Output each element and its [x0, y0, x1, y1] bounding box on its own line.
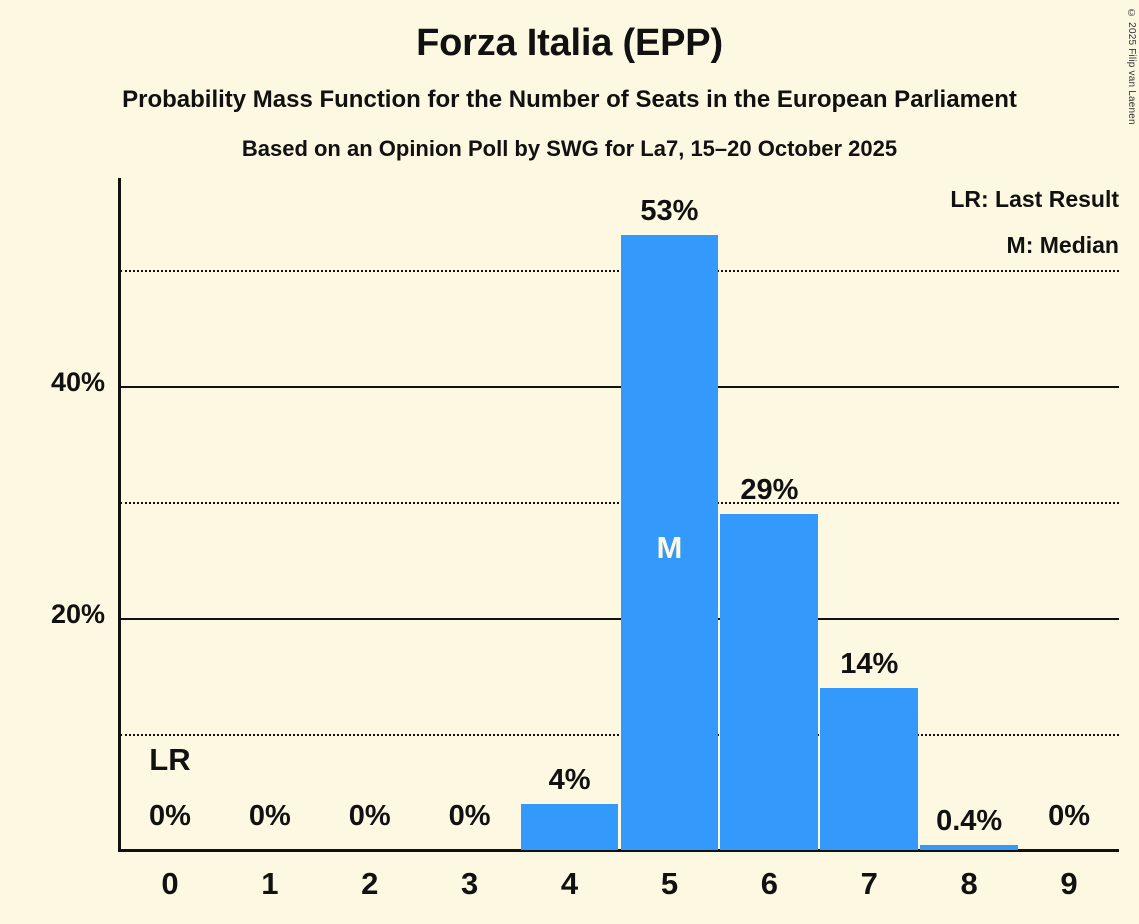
x-axis-label-6: 6 [760, 866, 778, 901]
y-axis-line [118, 178, 121, 852]
gridline-10 [120, 734, 1119, 736]
chart-subtitle: Probability Mass Function for the Number… [122, 86, 1017, 113]
bar-value-label-5: 53% [640, 195, 699, 228]
bar-value-label-9: 0% [1048, 800, 1090, 832]
last-result-marker: LR [149, 742, 191, 777]
bar-value-label-7: 14% [840, 647, 899, 680]
bar-seat-6 [720, 513, 819, 850]
bar-seat-5 [620, 235, 719, 850]
x-axis-label-8: 8 [960, 866, 978, 901]
bar-value-label-0: 0% [148, 800, 191, 832]
chart-source-note: Based on an Opinion Poll by SWG for La7,… [241, 136, 898, 161]
copyright-notice: © 2025 Filip van Laenen [1126, 8, 1137, 125]
gridline-50 [120, 270, 1119, 272]
page-title: Forza Italia (EPP) [416, 22, 723, 64]
gridline-40 [120, 386, 1119, 388]
x-axis-label-5: 5 [660, 866, 679, 901]
bar-value-label-6: 29% [740, 473, 799, 506]
x-axis-label-9: 9 [1060, 866, 1078, 901]
median-marker: M [656, 530, 683, 565]
bar-seat-7 [820, 687, 919, 850]
y-axis-label-20: 20% [50, 599, 105, 629]
bar-value-label-4: 4% [548, 763, 591, 796]
gridline-30 [120, 502, 1119, 504]
x-axis-label-0: 0 [161, 866, 179, 901]
x-axis-label-3: 3 [461, 866, 479, 901]
x-axis-label-7: 7 [860, 866, 878, 901]
bar-seat-8 [920, 845, 1019, 850]
bar-value-label-1: 0% [248, 800, 291, 832]
legend-last-result: LR: Last Result [950, 186, 1119, 212]
x-axis-label-2: 2 [361, 866, 379, 901]
bar-value-label-8: 0.4% [936, 805, 1003, 837]
y-axis-label-40: 40% [50, 367, 105, 397]
x-axis-label-4: 4 [560, 866, 579, 901]
legend-median: M: Median [1006, 232, 1119, 258]
bar-seat-4 [520, 803, 619, 850]
bar-value-label-2: 0% [348, 800, 391, 832]
bar-value-label-3: 0% [448, 800, 491, 832]
x-axis-label-1: 1 [261, 866, 279, 901]
x-axis-line [118, 849, 1119, 852]
gridline-20 [120, 618, 1119, 620]
